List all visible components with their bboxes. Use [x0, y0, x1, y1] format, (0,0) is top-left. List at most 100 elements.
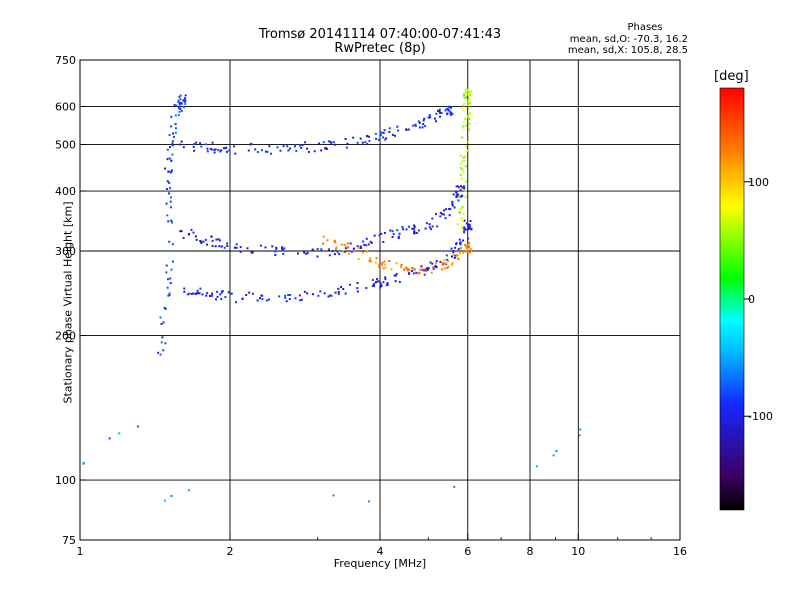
data-point	[460, 217, 463, 219]
data-point	[435, 112, 438, 115]
data-point	[458, 186, 461, 189]
data-point	[467, 104, 470, 107]
data-point	[373, 234, 376, 237]
data-point	[300, 146, 303, 149]
data-point	[457, 248, 460, 251]
data-point	[451, 263, 453, 266]
axis-ticks	[79, 59, 681, 541]
data-point	[462, 121, 465, 124]
data-point	[458, 208, 461, 211]
data-point	[415, 271, 418, 274]
data-point	[418, 121, 421, 124]
data-point	[174, 131, 177, 134]
data-point	[337, 293, 340, 296]
data-point	[182, 237, 185, 239]
data-point	[179, 94, 182, 97]
data-point	[461, 160, 464, 163]
data-point	[184, 94, 187, 97]
data-point	[469, 248, 472, 251]
data-point	[377, 280, 380, 283]
data-point	[170, 268, 173, 271]
data-point	[466, 250, 469, 253]
data-point	[441, 213, 444, 216]
data-point	[463, 228, 466, 231]
data-point	[250, 251, 253, 254]
data-point	[468, 224, 471, 227]
data-point	[183, 100, 186, 103]
data-point	[457, 199, 460, 202]
data-point	[456, 254, 459, 257]
data-point	[214, 148, 217, 151]
data-point	[456, 193, 459, 196]
data-point	[220, 149, 223, 152]
data-point	[369, 240, 372, 243]
data-point	[288, 147, 291, 150]
data-point	[435, 266, 438, 269]
data-point	[445, 107, 448, 110]
data-point	[171, 243, 174, 246]
data-point	[406, 268, 409, 271]
data-point	[447, 265, 450, 268]
data-point	[384, 263, 387, 266]
data-point	[392, 133, 394, 136]
data-point	[436, 225, 439, 228]
data-point	[170, 206, 172, 209]
data-point	[303, 290, 306, 293]
data-point	[218, 245, 221, 248]
data-point	[467, 225, 470, 227]
data-point	[289, 293, 292, 296]
data-point	[186, 293, 189, 296]
data-point	[395, 262, 398, 265]
data-point	[160, 341, 163, 344]
data-point	[463, 187, 466, 190]
data-point	[379, 282, 382, 285]
data-point	[345, 146, 348, 149]
data-point	[385, 137, 388, 140]
data-point	[426, 268, 429, 271]
data-point	[337, 291, 340, 293]
data-point	[458, 195, 461, 198]
data-point	[297, 252, 299, 255]
x-tick-label: 6	[464, 545, 471, 558]
data-point	[460, 195, 463, 198]
data-point	[444, 109, 447, 112]
data-point	[200, 240, 203, 243]
data-point	[183, 106, 185, 109]
data-point	[466, 248, 469, 251]
data-point	[345, 246, 348, 249]
data-point	[184, 97, 186, 100]
data-point	[411, 266, 414, 269]
data-point	[469, 94, 472, 97]
data-point	[408, 225, 410, 228]
data-point	[452, 253, 455, 256]
data-point	[443, 267, 446, 270]
data-point	[226, 245, 229, 247]
data-point	[462, 104, 465, 107]
data-point	[464, 243, 467, 246]
data-point	[451, 262, 454, 264]
data-point	[220, 298, 223, 301]
data-point	[456, 223, 459, 226]
data-point	[464, 228, 467, 231]
data-point	[429, 116, 432, 119]
data-point	[463, 226, 466, 229]
data-point	[261, 149, 263, 152]
data-point	[241, 297, 244, 300]
data-point	[414, 123, 417, 126]
data-point	[369, 257, 372, 260]
phases-header: Phases	[627, 22, 663, 33]
data-point	[268, 145, 271, 148]
data-point	[428, 223, 431, 226]
data-point	[298, 294, 301, 297]
data-point	[380, 232, 383, 235]
data-point	[204, 143, 207, 146]
data-point	[467, 241, 470, 244]
data-point	[413, 232, 415, 235]
data-point	[201, 293, 204, 296]
data-point	[352, 136, 355, 139]
data-point	[423, 269, 426, 272]
data-point	[460, 185, 462, 188]
data-point	[293, 145, 296, 148]
data-point	[410, 270, 413, 272]
data-point	[465, 96, 468, 99]
